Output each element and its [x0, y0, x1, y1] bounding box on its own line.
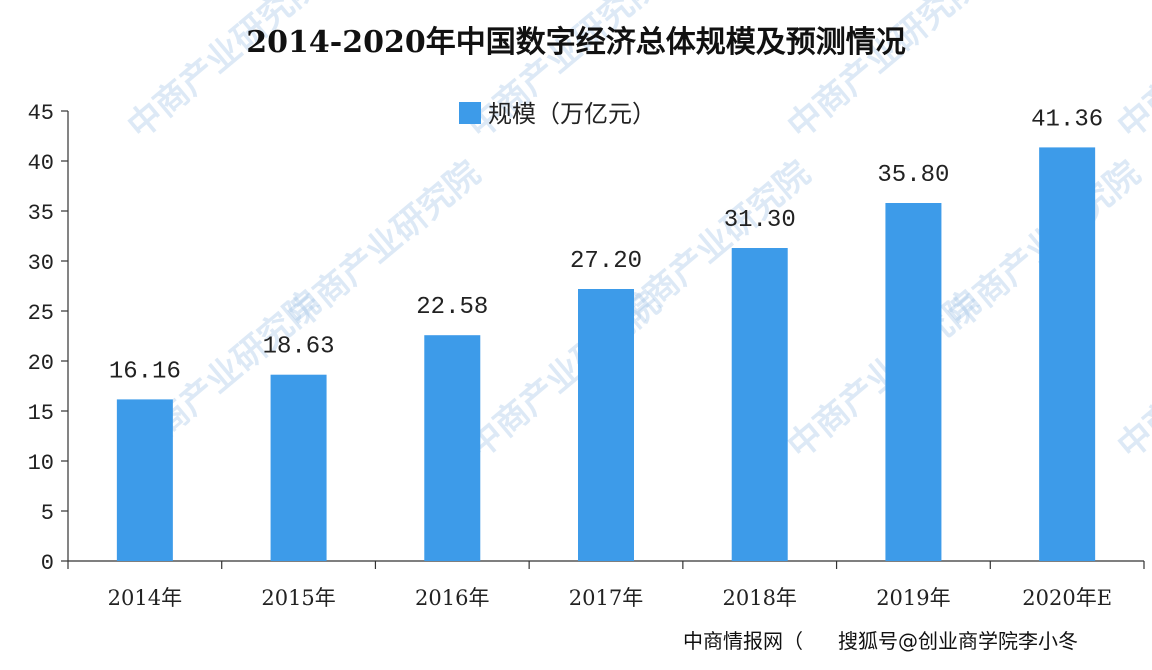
data-label: 41.36 [1031, 106, 1103, 133]
y-tick-label: 15 [28, 401, 54, 426]
y-tick-label: 10 [28, 451, 54, 476]
y-tick-label: 20 [28, 351, 54, 376]
legend: 规模（万亿元） [459, 100, 656, 128]
y-tick-label: 5 [41, 501, 54, 526]
y-tick-label: 30 [28, 251, 54, 276]
source-label: 中商情报网（ [683, 629, 803, 653]
x-tick-label: 2020年E [1022, 586, 1112, 610]
x-tick-label: 2018年 [722, 586, 796, 610]
x-tick-label: 2019年 [876, 586, 950, 610]
data-labels: 16.16 18.63 22.58 27.20 31.30 35.80 41.36 [109, 106, 1103, 385]
x-axis: 2014年 2015年 2016年 2017年 2018年 2019年 2020年E [67, 560, 1145, 610]
watermark-text: 中商产业研究院 [120, 0, 328, 147]
bars [116, 147, 1096, 561]
data-label: 27.20 [570, 248, 642, 275]
credit-label: 搜狐号@创业商学院李小冬 [838, 629, 1078, 653]
y-tick-label: 25 [28, 301, 54, 326]
legend-label: 规模（万亿元） [488, 100, 656, 128]
watermark-text: 中商产业研究院 [780, 0, 988, 147]
bar [270, 374, 327, 561]
data-label: 22.58 [416, 294, 488, 321]
y-axis: 0 5 10 15 20 25 30 35 40 45 [28, 101, 69, 576]
data-label: 35.80 [877, 162, 949, 189]
data-label: 18.63 [263, 334, 335, 361]
x-tick-label: 2017年 [569, 586, 643, 610]
data-label: 31.30 [724, 207, 796, 234]
y-tick-label: 0 [41, 551, 54, 576]
x-tick-label: 2016年 [415, 586, 489, 610]
watermark-text: 中商产业研究院 [1110, 283, 1152, 467]
y-tick-label: 40 [28, 151, 54, 176]
bar [424, 335, 481, 561]
y-tick-label: 45 [28, 101, 54, 126]
bar [578, 289, 634, 561]
watermark-text: 中商产业研究院 [1110, 0, 1152, 147]
bar [885, 203, 942, 561]
x-tick-label: 2014年 [108, 586, 182, 610]
y-tick-label: 35 [28, 201, 54, 226]
legend-swatch [459, 102, 481, 124]
bar [116, 399, 173, 561]
x-tick-label: 2015年 [261, 586, 335, 610]
data-label: 16.16 [109, 358, 181, 385]
bar [731, 248, 788, 561]
bar [1039, 147, 1096, 561]
chart-title: 2014-2020年中国数字经济总体规模及预测情况 [246, 25, 905, 60]
